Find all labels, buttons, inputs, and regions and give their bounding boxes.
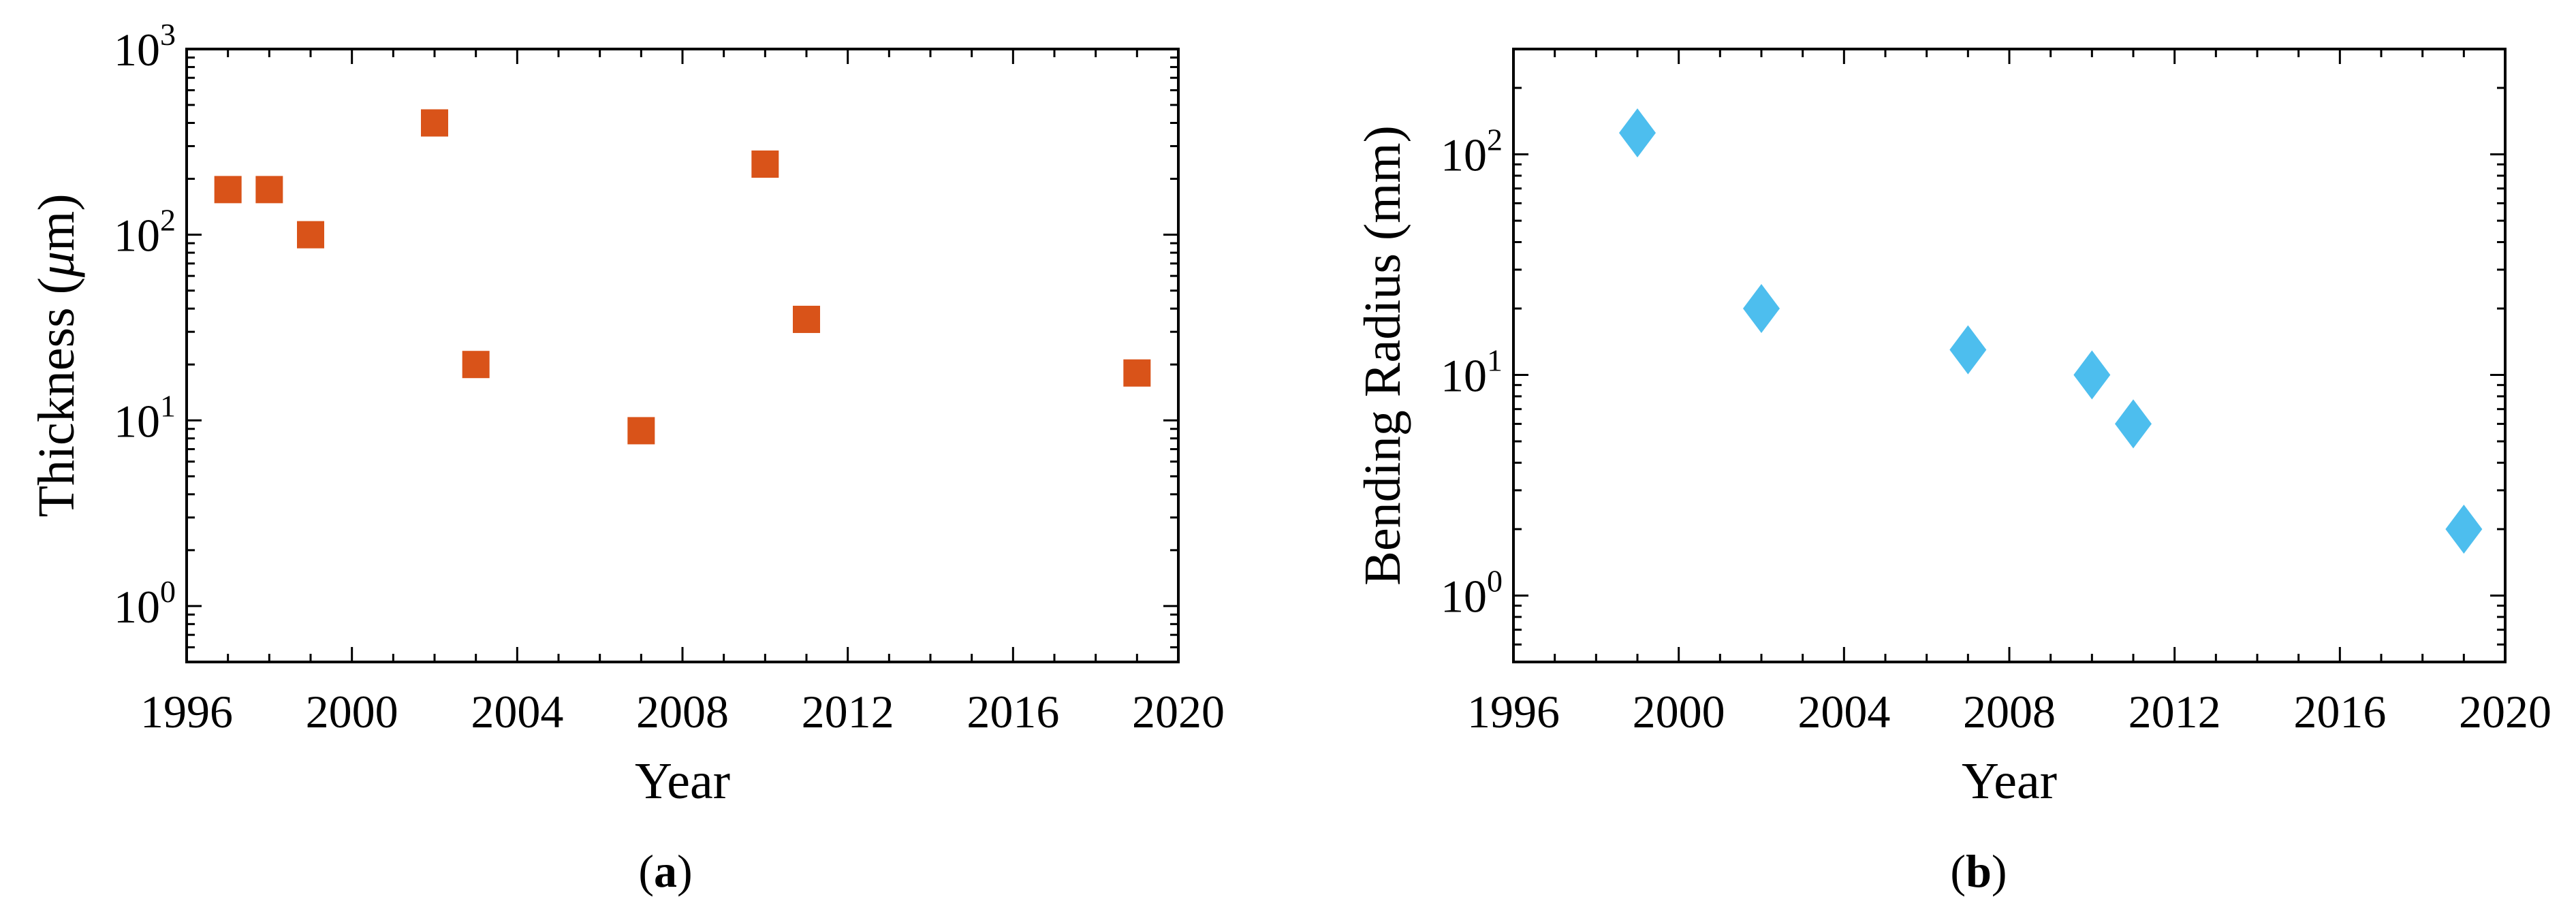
- x-tick-labels: 1996 2000 2004 2008 2012 2016 2020: [1467, 686, 2551, 738]
- x-tick-label: 1996: [140, 686, 233, 738]
- y-tick-label: 100: [1441, 563, 1503, 622]
- panel-caption-a: (a): [638, 845, 692, 897]
- x-axis-title: Year: [1962, 753, 2057, 810]
- y-tick-base: 10: [1441, 129, 1487, 181]
- x-tick-label: 2008: [636, 686, 729, 738]
- tick-marks: [1512, 48, 2507, 663]
- data-point-square: [214, 176, 242, 204]
- plot-frame: [1512, 48, 2507, 663]
- y-tick-base: 10: [1441, 350, 1487, 402]
- data-point-square: [462, 351, 490, 379]
- x-tick-label: 2000: [1633, 686, 1725, 738]
- y-tick-exponent: 1: [1487, 343, 1503, 378]
- data-point-square: [255, 176, 283, 204]
- y-axis-title: Bending Radius (mm): [1354, 125, 1411, 586]
- caption-open-paren: (: [638, 845, 654, 897]
- data-markers: [1619, 108, 2483, 554]
- x-tick-label: 2012: [2129, 686, 2221, 738]
- y-axis-title-suffix: m): [28, 193, 85, 251]
- data-point-diamond: [2073, 350, 2111, 400]
- data-point-square: [627, 417, 655, 445]
- data-point-diamond: [2115, 399, 2152, 449]
- x-tick-label: 2020: [1132, 686, 1225, 738]
- y-tick-exponent: 0: [1487, 563, 1503, 598]
- y-tick-exponent: 2: [1487, 123, 1503, 157]
- y-tick-base: 10: [114, 24, 160, 76]
- caption-letter: a: [654, 845, 677, 897]
- data-point-square: [421, 109, 448, 137]
- y-tick-label: 103: [114, 17, 176, 76]
- plot-frame: [185, 48, 1180, 663]
- x-tick-label: 1996: [1467, 686, 1560, 738]
- y-tick-label: 102: [1441, 123, 1503, 181]
- y-tick-exponent: 2: [160, 203, 176, 238]
- x-tick-label: 2020: [2459, 686, 2551, 738]
- tick-marks: [185, 48, 1180, 663]
- y-tick-base: 10: [1441, 570, 1487, 622]
- data-point-diamond: [2445, 504, 2483, 554]
- caption-open-paren: (: [1950, 845, 1966, 897]
- data-point-square: [1123, 359, 1151, 387]
- data-point-square: [793, 305, 820, 333]
- y-tick-label: 101: [114, 388, 176, 447]
- data-point-diamond: [1949, 325, 1987, 375]
- caption-close-paren: ): [677, 845, 693, 897]
- data-point-diamond: [1743, 284, 1780, 334]
- y-tick-label: 100: [114, 574, 176, 633]
- y-tick-base: 10: [114, 581, 160, 633]
- panel-a-chart: 1996 2000 2004 2008 2012 2016 2020 10010110210…: [28, 17, 1225, 897]
- y-tick-base: 10: [114, 210, 160, 262]
- y-tick-label: 101: [1441, 343, 1503, 402]
- x-tick-label: 2004: [1797, 686, 1890, 738]
- panel-caption-b: (b): [1950, 845, 2007, 897]
- x-tick-label: 2000: [306, 686, 398, 738]
- y-axis-title-mu: μ: [28, 251, 85, 278]
- data-point-diamond: [1619, 108, 1656, 158]
- x-tick-label: 2008: [1963, 686, 2056, 738]
- x-tick-label: 2012: [802, 686, 894, 738]
- caption-letter: b: [1966, 845, 1992, 897]
- x-tick-label: 2016: [967, 686, 1059, 738]
- y-axis-title-prefix: Thickness (: [28, 277, 85, 517]
- data-point-square: [297, 221, 324, 249]
- data-markers: [214, 109, 1151, 445]
- data-point-square: [751, 150, 779, 178]
- x-tick-labels: 1996 2000 2004 2008 2012 2016 2020: [140, 686, 1225, 738]
- y-tick-label: 102: [114, 203, 176, 262]
- x-tick-label: 2016: [2293, 686, 2386, 738]
- x-tick-label: 2004: [471, 686, 563, 738]
- y-tick-exponent: 3: [160, 17, 176, 52]
- y-tick-exponent: 1: [160, 388, 176, 423]
- y-tick-exponent: 0: [160, 574, 176, 609]
- y-axis-title: Thickness (μm): [28, 193, 85, 517]
- y-tick-base: 10: [114, 395, 160, 447]
- x-axis-title: Year: [635, 753, 730, 810]
- caption-close-paren: ): [1992, 845, 2007, 897]
